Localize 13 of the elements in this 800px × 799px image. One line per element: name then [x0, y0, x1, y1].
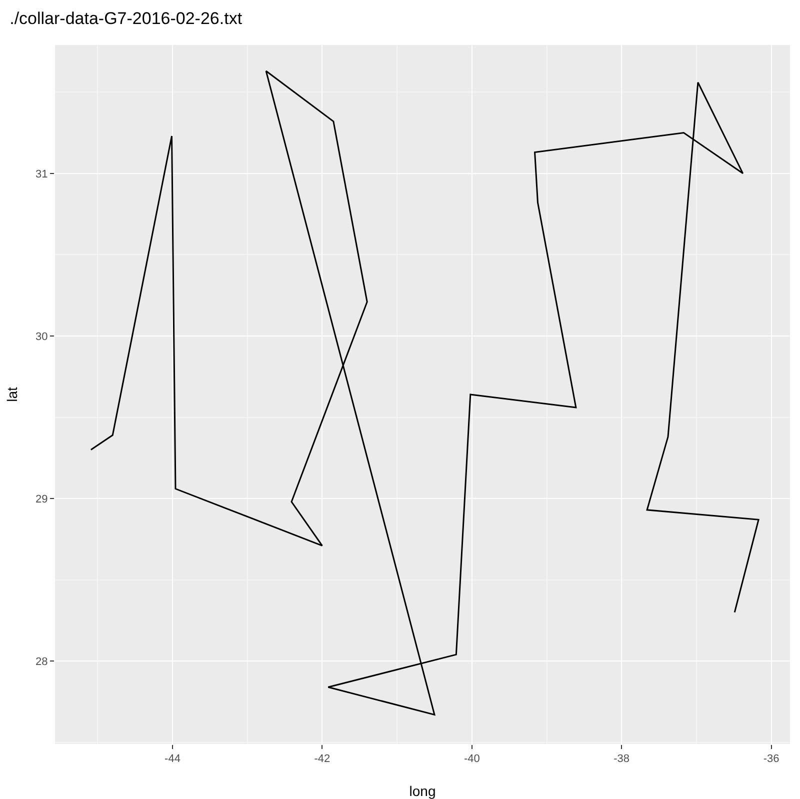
y-axis-title: lat — [4, 387, 20, 402]
y-tick-label: 29 — [36, 493, 48, 506]
y-tick-label: 30 — [36, 330, 48, 343]
y-tick-label: 31 — [36, 168, 48, 180]
x-tick-label: -42 — [314, 753, 330, 766]
x-tick-label: -44 — [164, 753, 180, 766]
x-axis-title: long — [409, 783, 436, 799]
line-series — [90, 70, 760, 716]
x-tick-label: -38 — [614, 753, 630, 766]
x-tick-label: -36 — [763, 753, 780, 766]
x-tick-label: -40 — [464, 753, 480, 766]
y-tick-label: 28 — [36, 656, 48, 668]
chart-title: ./collar-data-G7-2016-02-26.txt — [10, 8, 242, 28]
